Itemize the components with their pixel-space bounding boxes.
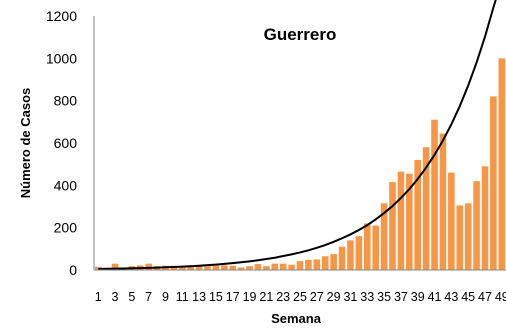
bar: [237, 267, 245, 270]
x-tick-label: 35: [377, 290, 391, 304]
bar: [473, 181, 480, 270]
bar: [439, 133, 447, 270]
bar-series: [94, 58, 506, 271]
bar: [422, 147, 430, 270]
bar: [313, 259, 321, 270]
x-tick-label: 19: [243, 290, 257, 304]
x-tick-label: 33: [360, 290, 374, 304]
bar: [246, 266, 253, 270]
bar: [347, 240, 354, 270]
bar: [288, 264, 295, 270]
x-tick-label: 1: [95, 290, 102, 304]
x-tick-label: 17: [226, 290, 240, 304]
x-tick-label: 43: [444, 290, 458, 304]
x-axis-ticks: 1 3 5 7 9 11 13 15 17 19 21 23 25 27 29 31 33 35 37 39 41 43 4…: [95, 290, 506, 304]
bar: [490, 96, 497, 270]
bar: [414, 159, 421, 270]
bar: [187, 265, 194, 270]
y-tick-label: 0: [69, 262, 77, 278]
bar: [263, 266, 270, 270]
y-axis-label: Número de Casos: [18, 88, 33, 199]
y-tick-label: 200: [54, 220, 78, 236]
x-tick-label: 49: [495, 290, 506, 304]
bar: [111, 263, 119, 270]
bar: [279, 263, 287, 270]
bar: [372, 225, 379, 270]
bar: [321, 256, 329, 270]
bar: [338, 246, 346, 270]
y-tick-label: 400: [54, 177, 78, 193]
bar: [397, 171, 405, 270]
bar: [221, 265, 228, 270]
bar: [305, 259, 312, 270]
x-tick-label: 9: [162, 290, 169, 304]
y-tick-label: 800: [54, 93, 78, 109]
chart-title: Guerrero: [264, 25, 337, 44]
x-tick-label: 47: [478, 290, 492, 304]
bar: [363, 223, 371, 270]
x-tick-label: 37: [394, 290, 408, 304]
bar: [271, 263, 279, 270]
x-tick-label: 3: [112, 290, 119, 304]
bar: [212, 265, 220, 270]
bar: [481, 166, 489, 270]
bar: [204, 266, 211, 270]
bar: [456, 205, 464, 270]
bar: [296, 261, 304, 270]
y-tick-label: 1200: [46, 8, 77, 24]
bar: [498, 58, 506, 271]
x-tick-label: 7: [145, 290, 152, 304]
bar: [195, 265, 203, 270]
bar: [448, 172, 455, 270]
bar: [464, 203, 472, 270]
x-axis-label: Semana: [271, 311, 322, 326]
bar: [145, 263, 152, 270]
bar: [380, 203, 388, 270]
x-tick-label: 29: [327, 290, 341, 304]
bar: [389, 182, 396, 270]
bar: [355, 236, 363, 270]
y-axis-ticks: 0 200 400 600 800 1000 1200: [46, 8, 77, 278]
x-tick-label: 31: [343, 290, 357, 304]
y-tick-label: 600: [54, 135, 78, 151]
x-tick-label: 21: [259, 290, 273, 304]
bar: [431, 119, 438, 270]
x-tick-label: 5: [128, 290, 135, 304]
x-tick-label: 25: [293, 290, 307, 304]
x-tick-label: 23: [276, 290, 290, 304]
bar: [179, 266, 186, 270]
y-tick-label: 1000: [46, 50, 77, 66]
x-tick-label: 45: [461, 290, 475, 304]
bar: [254, 264, 262, 270]
bar: [229, 265, 237, 270]
x-tick-label: 13: [192, 290, 206, 304]
x-tick-label: 11: [176, 290, 189, 304]
trend-line: [98, 0, 497, 270]
x-tick-label: 41: [428, 290, 442, 304]
x-tick-label: 15: [209, 290, 223, 304]
bar: [330, 254, 337, 270]
x-tick-label: 27: [310, 290, 324, 304]
bar: [406, 173, 413, 270]
x-tick-label: 39: [411, 290, 425, 304]
